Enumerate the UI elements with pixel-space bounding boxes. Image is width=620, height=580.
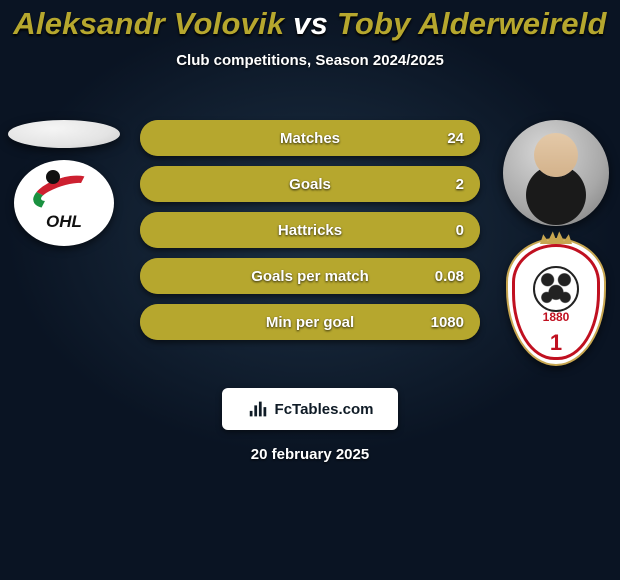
stat-value-right: 1080 [431, 314, 464, 331]
title-vs: vs [293, 6, 328, 41]
stat-bar: Goals 2 [140, 166, 480, 202]
stat-label: Matches [280, 130, 340, 147]
stat-value-right: 0 [456, 222, 464, 239]
football-icon [533, 266, 579, 312]
stat-row: Min per goal 1080 [140, 304, 480, 340]
antwerp-badge: 1880 1 [506, 238, 606, 366]
stat-label: Goals [289, 176, 331, 193]
stat-bar: Goals per match 0.08 [140, 258, 480, 294]
stat-row: Matches 24 [140, 120, 480, 156]
crown-icon [540, 230, 572, 244]
stat-row: Goals per match 0.08 [140, 258, 480, 294]
ohl-badge-text: OHL [14, 212, 114, 232]
stats-container: Matches 24 Goals 2 Hattricks 0 Goals per match… [140, 120, 480, 340]
stat-value-right: 0.08 [435, 268, 464, 285]
page-title: Aleksandr Volovik vs Toby Alderweireld [0, 0, 620, 42]
right-column: 1880 1 [496, 120, 616, 366]
stat-bar: Min per goal 1080 [140, 304, 480, 340]
stat-row: Goals 2 [140, 166, 480, 202]
stat-label: Min per goal [266, 314, 354, 331]
stat-label: Goals per match [251, 268, 369, 285]
ohl-ball-icon [46, 170, 60, 184]
ohl-swoosh-icon [29, 169, 97, 215]
antwerp-year: 1880 [514, 310, 598, 324]
antwerp-number: 1 [508, 330, 604, 356]
stat-bar: Matches 24 [140, 120, 480, 156]
ohl-badge: OHL [14, 160, 114, 246]
player2-avatar [503, 120, 609, 226]
player1-name: Aleksandr Volovik [13, 6, 284, 41]
stat-value-right: 24 [447, 130, 464, 147]
stat-label: Hattricks [278, 222, 342, 239]
player1-avatar [8, 120, 120, 148]
stat-value-right: 2 [456, 176, 464, 193]
subtitle: Club competitions, Season 2024/2025 [0, 52, 620, 69]
player2-name: Toby Alderweireld [337, 6, 607, 41]
left-column: OHL [4, 120, 124, 246]
comparison-infographic: Aleksandr Volovik vs Toby Alderweireld C… [0, 0, 620, 580]
bar-chart-icon [247, 398, 269, 420]
brand-text: FcTables.com [275, 401, 374, 418]
stat-bar: Hattricks 0 [140, 212, 480, 248]
brand-badge: FcTables.com [222, 388, 398, 430]
date-text: 20 february 2025 [0, 446, 620, 463]
stat-row: Hattricks 0 [140, 212, 480, 248]
